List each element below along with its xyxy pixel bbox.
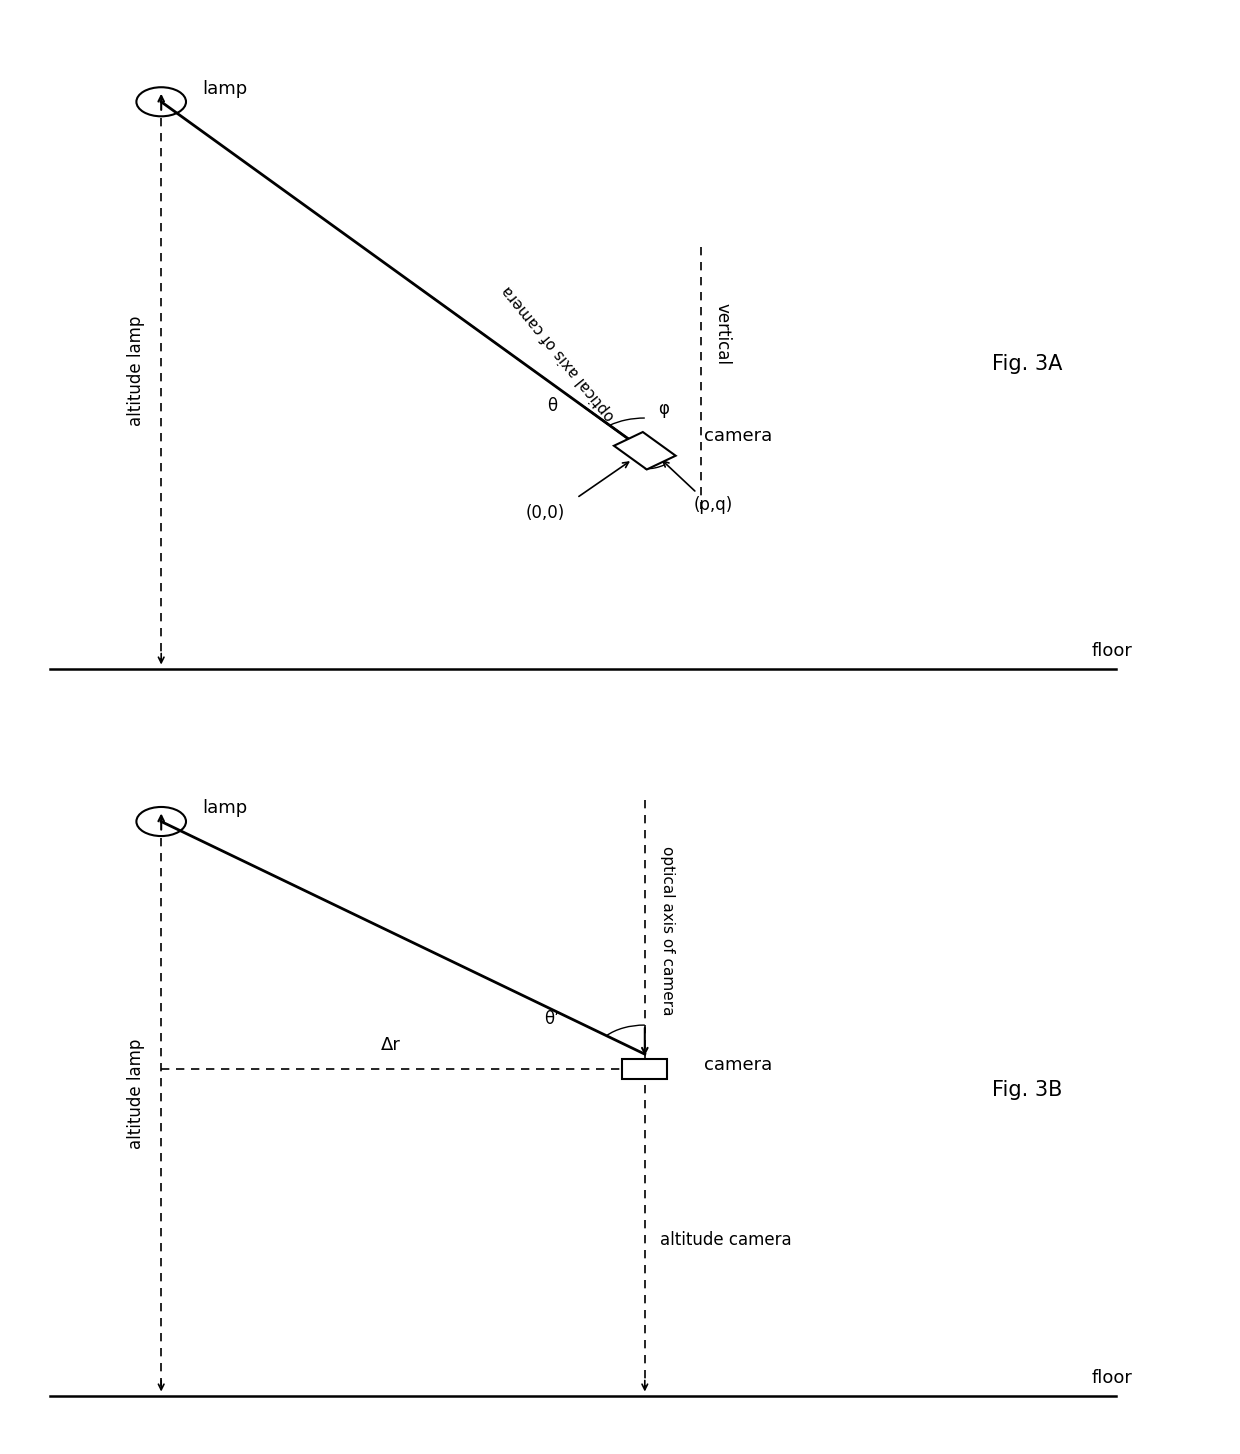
Text: altitude camera: altitude camera	[660, 1232, 791, 1249]
Text: floor: floor	[1091, 643, 1132, 660]
Text: (p,q): (p,q)	[693, 496, 733, 515]
Text: lamp: lamp	[202, 80, 247, 97]
Text: floor: floor	[1091, 1370, 1132, 1387]
Text: θ’: θ’	[544, 1009, 559, 1028]
Text: vertical: vertical	[713, 304, 732, 365]
Bar	[614, 432, 676, 470]
Text: altitude lamp: altitude lamp	[128, 1040, 145, 1149]
Bar	[622, 1059, 667, 1079]
Text: Δr: Δr	[381, 1037, 401, 1054]
Text: Fig. 3B: Fig. 3B	[992, 1080, 1063, 1101]
Text: camera: camera	[704, 427, 773, 445]
Text: optical axis of camera: optical axis of camera	[498, 284, 618, 425]
Text: (0,0): (0,0)	[526, 503, 565, 522]
Text: altitude lamp: altitude lamp	[128, 316, 145, 426]
Text: φ: φ	[658, 400, 668, 419]
Text: lamp: lamp	[202, 800, 247, 817]
Text: θ: θ	[547, 397, 557, 414]
Text: Fig. 3A: Fig. 3A	[992, 353, 1063, 374]
Text: optical axis of camera: optical axis of camera	[660, 846, 675, 1015]
Text: camera: camera	[704, 1056, 773, 1075]
